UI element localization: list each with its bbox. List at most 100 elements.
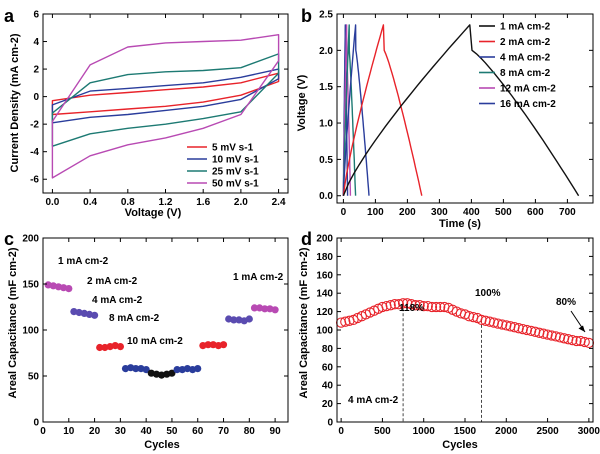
cycle-point (550, 331, 561, 342)
x-tick-label-d: 0 (338, 426, 344, 437)
annotation-retention: 80% (556, 297, 576, 308)
x-tick-label-d: 500 (374, 426, 391, 437)
rate-point (261, 305, 269, 313)
annotation-retention: 100% (475, 288, 501, 299)
legend-label: 10 mV s-1 (212, 155, 259, 166)
x-tick-label-b: 600 (527, 207, 544, 218)
rate-point (168, 369, 176, 377)
x-tick-label-c: 60 (192, 426, 204, 437)
y-tick-label-a: 4 (33, 37, 39, 48)
legend-label: 5 mV s-1 (212, 143, 254, 154)
y-tick-label-a: -6 (30, 175, 39, 186)
y-tick-label-d: 140 (316, 289, 333, 300)
cycle-point (463, 311, 475, 322)
panel-b: b 1 mA cm-2 2 mA cm-2 4 mA cm-2 8 mA cm-2 12… (296, 6, 594, 230)
x-tick-label-a: 2.4 (272, 197, 286, 208)
cv-curve (51, 72, 280, 116)
panel-c: c 1 mA cm-2 2 mA cm-2 4 mA cm-2 8 mA cm-2 10… (4, 229, 289, 451)
x-tick-label-b: 500 (495, 207, 512, 218)
panel-a: a 5 mV s-110 mV s-125 mV s-150 mV s-1 0.… (4, 6, 289, 219)
y-tick-label-d: 40 (322, 381, 334, 392)
annotation-current: 1 mA cm-2 (58, 256, 109, 267)
annotation-current: 4 mA cm-2 (92, 295, 143, 306)
legend-a: 5 mV s-110 mV s-125 mV s-150 mV s-1 (187, 143, 259, 190)
x-tick-label-c: 20 (89, 426, 101, 437)
panel-a-letter: a (4, 6, 15, 26)
x-tick-label-c: 10 (63, 426, 75, 437)
y-tick-label-b: 2.5 (319, 10, 333, 21)
annotation-current: 2 mA cm-2 (87, 276, 138, 287)
cycle-point (397, 298, 409, 309)
axis-label-y-c: Areal Capacitance (mF cm-2) (7, 247, 19, 398)
x-tick-label-b: 200 (399, 207, 416, 218)
y-tick-label-d: 120 (316, 307, 333, 318)
x-tick-label-c: 30 (115, 426, 127, 437)
x-tick-label-c: 50 (166, 426, 178, 437)
cycle-point (480, 315, 491, 326)
x-tick-label-a: 1.6 (196, 197, 210, 208)
y-tick-label-c: 150 (22, 280, 39, 291)
legend-label: 2 mA cm-2 (500, 37, 551, 48)
x-tick-label-a: 0.8 (121, 197, 135, 208)
y-tick-label-d: 200 (316, 234, 333, 245)
cycle-point (381, 300, 392, 312)
rate-point (173, 366, 181, 374)
rate-point (142, 366, 150, 374)
cycle-point (517, 323, 528, 335)
cycle-point (497, 319, 508, 330)
cycle-point (476, 314, 487, 326)
rate-point (116, 343, 124, 351)
y-tick-label-a: 6 (33, 10, 39, 21)
cycle-point (402, 298, 413, 309)
gcd-curve (342, 24, 370, 196)
cycle-point (418, 300, 429, 312)
cycle-point (426, 301, 438, 313)
cycle-point (505, 321, 516, 332)
cycle-point (554, 332, 566, 343)
rate-point (250, 304, 259, 312)
cycle-point (513, 323, 524, 334)
cycle-point (575, 335, 586, 347)
axis-label-x-b: Time (s) (439, 218, 481, 230)
x-tick-label-b: 0 (341, 207, 347, 218)
y-tick-label-a: -2 (30, 120, 39, 131)
y-tick-label-c: 200 (22, 234, 39, 245)
x-tick-label-b: 100 (367, 207, 384, 218)
y-tick-label-d: 180 (316, 252, 333, 263)
axis-label-x-d: Cycles (442, 439, 477, 451)
cycle-point (340, 316, 351, 327)
rate-point (204, 341, 212, 349)
cycle-point (385, 300, 396, 311)
legend-label: 1 mA cm-2 (500, 22, 551, 33)
cycle-point (422, 300, 433, 312)
cycle-point (521, 324, 533, 336)
y-tick-label-d: 20 (322, 399, 334, 410)
axis-label-y-a: Current Density (mA cm-2) (9, 33, 21, 172)
x-tick-label-c: 0 (40, 426, 46, 437)
rate-point (96, 343, 104, 352)
x-tick-label-c: 70 (218, 426, 230, 437)
x-tick-label-d: 2000 (495, 426, 518, 437)
legend-label: 12 mA cm-2 (500, 84, 556, 95)
y-tick-label-b: 0.0 (319, 191, 333, 202)
cv-curve (51, 53, 280, 147)
legend-label: 50 mV s-1 (212, 179, 259, 190)
x-tick-label-a: 0.0 (45, 197, 59, 208)
y-tick-label-d: 80 (322, 344, 334, 355)
cv-curve (51, 68, 280, 124)
rate-point (271, 306, 279, 314)
annotation-current: 8 mA cm-2 (109, 313, 160, 324)
x-tick-label-b: 700 (559, 207, 576, 218)
y-tick-label-a: -4 (30, 147, 39, 158)
x-tick-label-a: 2.0 (234, 197, 248, 208)
axis-label-y-b: Voltage (V) (296, 74, 308, 131)
axis-label-y-d: Areal Capacitance (mF cm-2) (298, 247, 310, 398)
x-tick-label-c: 40 (141, 426, 153, 437)
y-tick-label-b: 1.5 (319, 82, 333, 93)
panel-c-letter: c (4, 229, 14, 249)
x-tick-label-a: 1.2 (159, 197, 173, 208)
annotation-arrowhead (578, 325, 585, 332)
rate-point (194, 365, 202, 373)
y-tick-label-c: 0 (33, 418, 39, 429)
x-tick-label-d: 3000 (578, 426, 600, 437)
